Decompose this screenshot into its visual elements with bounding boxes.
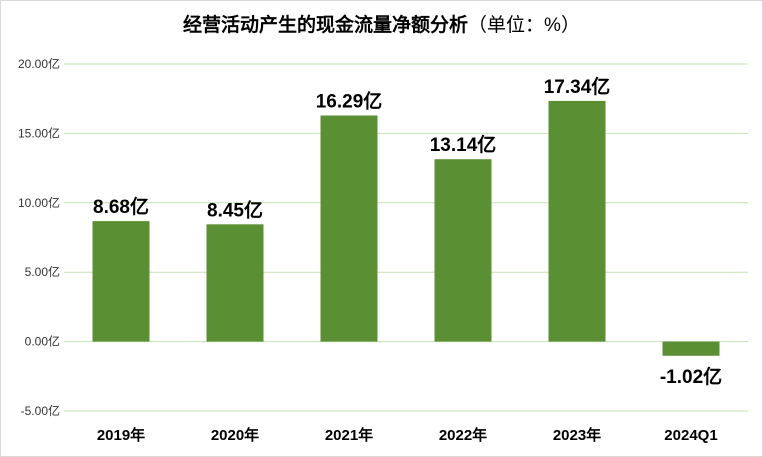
bar	[548, 100, 606, 342]
y-tick-label: 5.00亿	[25, 264, 60, 279]
y-tick-label: 10.00亿	[18, 195, 60, 210]
bar	[434, 159, 492, 342]
y-tick-label: 15.00亿	[18, 125, 60, 140]
data-label: 8.45亿	[207, 198, 263, 221]
data-label: 13.14亿	[430, 133, 497, 156]
x-tick-label: 2019年	[97, 426, 145, 444]
chart-title-text: 经营活动产生的现金流量净额分析	[183, 15, 469, 36]
chart-title: 经营活动产生的现金流量净额分析（单位：%）	[0, 10, 763, 37]
data-label: 16.29亿	[316, 89, 383, 112]
chart-title-unit: （单位：%）	[468, 15, 580, 36]
x-tick-label: 2020年	[211, 426, 259, 444]
data-label: 17.34亿	[544, 75, 611, 98]
y-tick-label: 20.00亿	[18, 56, 60, 71]
x-tick-label: 2022年	[439, 426, 487, 444]
x-tick-label: 2021年	[325, 426, 373, 444]
x-tick-label: 2023年	[553, 426, 601, 444]
y-tick-label: 0.00亿	[25, 334, 60, 349]
x-tick-label: 2024Q1	[664, 427, 717, 444]
bar	[662, 341, 720, 356]
y-tick-label: -5.00亿	[21, 403, 60, 418]
data-label: 8.68亿	[93, 195, 149, 218]
data-label: -1.02亿	[660, 365, 722, 388]
bar	[320, 115, 378, 342]
bar	[92, 221, 150, 342]
bar	[206, 224, 264, 342]
